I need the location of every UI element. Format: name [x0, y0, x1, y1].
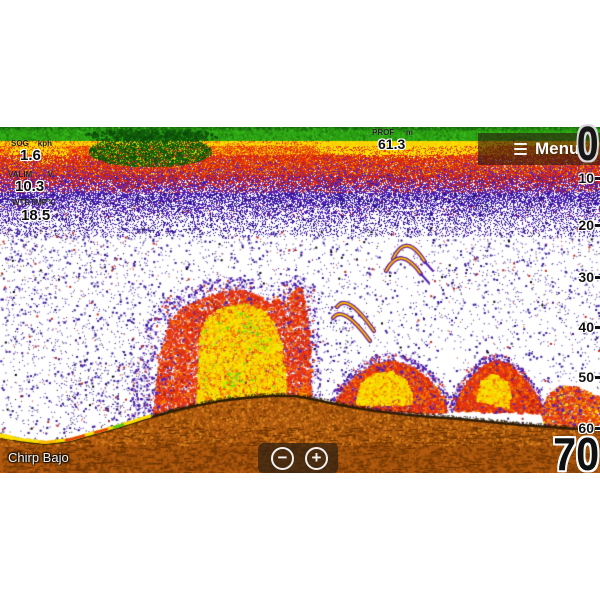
depth-tick-10: 10 — [578, 171, 600, 185]
battery-readout-label: VALIM V — [8, 171, 53, 179]
zoom-out-button[interactable]: − — [271, 446, 294, 470]
battery-value: 10.3 — [15, 178, 45, 195]
depth-tick-40: 40 — [578, 320, 600, 334]
depth-value: 61.3 — [378, 136, 406, 152]
zoom-in-button[interactable]: + — [305, 446, 328, 470]
battery-unit: V — [47, 170, 53, 179]
depth-tick-50: 50 — [578, 370, 600, 384]
depth-range-top: 0 — [577, 118, 599, 171]
channel-label: Chirp Bajo — [8, 450, 69, 465]
sog-readout-label: SOG kph — [11, 140, 52, 148]
depth-tick-60: 60 — [578, 421, 600, 435]
zoom-in-icon: + — [311, 448, 322, 467]
water-temp-value: 18.5 — [21, 207, 51, 224]
sonar-screen: SOG kph 1.6 VALIM V 10.3 WTRTMP °C 18.5 … — [0, 121, 600, 480]
sog-value: 1.6 — [20, 147, 41, 164]
menu-icon — [514, 142, 527, 156]
depth-tick-20: 20 — [578, 218, 600, 232]
sonar-view[interactable] — [0, 127, 600, 473]
depth-tick-30: 30 — [578, 270, 600, 284]
sog-label: SOG — [11, 139, 29, 148]
depth-unit: m — [405, 128, 413, 137]
depth-range-bottom: 70 — [552, 428, 599, 480]
water-temp-unit: °C — [47, 198, 57, 207]
zoom-controls: − + — [258, 443, 338, 473]
depth-readout-label: PROF m — [372, 129, 413, 137]
menu-button[interactable]: Menu — [478, 133, 600, 165]
menu-button-label: Menu — [535, 139, 580, 158]
sog-unit: kph — [37, 139, 52, 148]
battery-label: VALIM — [8, 170, 33, 179]
zoom-out-icon: − — [277, 448, 288, 467]
water-temp-readout-label: WTRTMP °C — [12, 198, 57, 207]
depth-label: PROF — [372, 128, 395, 137]
water-temp-label: WTRTMP — [12, 198, 48, 207]
